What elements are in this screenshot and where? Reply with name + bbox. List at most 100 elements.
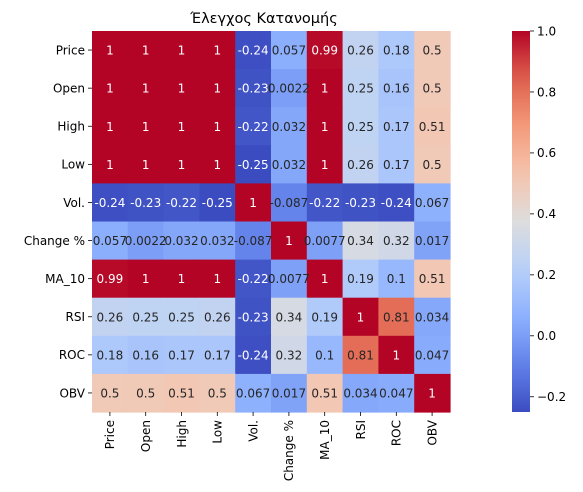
- cell-value-4-8: -0.24: [381, 196, 412, 210]
- cell-value-8-7: 0.81: [347, 348, 374, 362]
- heatmap-cell-6-8: [378, 259, 415, 299]
- heatmap-cell-4-5: [271, 183, 308, 223]
- cell-value-3-0: 1: [106, 158, 114, 172]
- heatmap-cell-3-1: [127, 145, 165, 184]
- heatmap-cell-0-1: [127, 31, 165, 70]
- cell-value-2-7: 0.25: [347, 120, 374, 134]
- cell-value-9-8: 0.047: [379, 386, 413, 400]
- cell-value-3-8: 0.17: [383, 158, 410, 172]
- cell-value-0-0: 1: [106, 44, 114, 58]
- cell-value-6-5: 0.0077: [268, 272, 310, 286]
- heatmap-cell-0-4: [235, 31, 272, 70]
- cell-value-9-7: 0.034: [343, 386, 377, 400]
- cell-value-6-7: 0.19: [347, 272, 374, 286]
- cell-value-7-6: 0.19: [311, 310, 338, 324]
- x-tick-label-5: Change %: [282, 420, 296, 481]
- cell-value-2-6: 1: [321, 120, 329, 134]
- heatmap-cell-4-0: [92, 183, 129, 223]
- cell-value-3-5: 0.032: [272, 158, 306, 172]
- heatmap-cell-3-7: [342, 145, 379, 184]
- cell-value-6-9: 0.51: [419, 272, 446, 286]
- cell-value-5-4: -0.087: [234, 234, 273, 248]
- y-tick-label-3: Low: [61, 158, 85, 172]
- x-tick-label-6: MA_10: [318, 420, 332, 460]
- heatmap-cell-1-6: [306, 69, 344, 108]
- heatmap-cell-0-6: [306, 31, 344, 70]
- y-tick-label-4: Vol.: [63, 196, 85, 210]
- cell-value-9-9: 1: [428, 386, 436, 400]
- cell-value-7-0: 0.26: [97, 310, 124, 324]
- heatmap-cell-9-2: [163, 373, 200, 413]
- cell-value-6-1: 1: [142, 272, 150, 286]
- heatmap-cell-8-6: [306, 335, 344, 375]
- heatmap-cell-6-7: [342, 259, 379, 299]
- cell-value-7-1: 0.25: [132, 310, 159, 324]
- heatmap-annotations: 1 1 1 1 -0.24 0.057 0.99 0.26 0.18 0.51 1 1 1 -0.23 0.…: [93, 44, 450, 401]
- cell-value-5-9: 0.017: [415, 234, 449, 248]
- x-tick-label-4: Vol.: [246, 420, 260, 442]
- heatmap-cell-8-4: [235, 335, 272, 375]
- heatmap-cell-0-0: [92, 31, 129, 70]
- cell-value-4-7: -0.23: [345, 196, 376, 210]
- cell-value-6-3: 1: [213, 272, 221, 286]
- cell-value-1-9: 0.5: [423, 82, 442, 96]
- x-tick-label-9: OBV: [425, 419, 439, 445]
- cell-value-9-2: 0.51: [168, 386, 195, 400]
- heatmap-cell-7-6: [306, 297, 344, 337]
- cell-value-8-8: 1: [392, 348, 400, 362]
- heatmap-cell-4-8: [378, 183, 415, 223]
- cell-value-7-9: 0.034: [415, 310, 449, 324]
- heatmap-cell-2-9: [414, 107, 451, 146]
- cell-value-7-2: 0.25: [168, 310, 195, 324]
- cell-value-1-3: 1: [213, 82, 221, 96]
- cell-value-1-2: 1: [178, 82, 186, 96]
- x-tick-label-2: High: [175, 420, 189, 448]
- heatmap-cell-2-6: [306, 107, 344, 146]
- cell-value-6-0: 0.99: [97, 272, 124, 286]
- cell-value-4-3: -0.25: [202, 196, 233, 210]
- cell-value-3-1: 1: [142, 158, 150, 172]
- cell-value-6-8: 0.1: [387, 272, 406, 286]
- heatmap-cell-1-4: [235, 69, 272, 108]
- heatmap-cell-8-5: [271, 335, 308, 375]
- y-tick-label-8: ROC: [59, 348, 85, 362]
- cell-value-9-3: 0.5: [208, 386, 227, 400]
- heatmap-cell-7-5: [271, 297, 308, 337]
- cell-value-4-5: -0.087: [270, 196, 309, 210]
- colorbar: −0.2 0.0 0.2 0.4 0.6 0.8 1.0: [512, 24, 566, 412]
- heatmap-cell-6-3: [199, 259, 236, 299]
- heatmap-cell-7-2: [163, 297, 200, 337]
- cell-value-3-3: 1: [213, 158, 221, 172]
- x-tick-label-3: Low: [211, 420, 225, 444]
- x-tick-label-1: Open: [139, 420, 153, 452]
- cell-value-2-2: 1: [178, 120, 186, 134]
- y-tick-label-2: High: [57, 120, 85, 134]
- cell-value-2-5: 0.032: [272, 120, 306, 134]
- heatmap-cell-4-9: [414, 183, 451, 223]
- heatmap-cell-2-1: [127, 107, 165, 146]
- heatmap-cell-5-7: [342, 221, 379, 261]
- cell-value-9-1: 0.5: [136, 386, 155, 400]
- y-tick-label-1: Open: [53, 81, 85, 95]
- chart-title: Έλεγχος Κατανομής: [189, 11, 337, 27]
- heatmap-cell-5-3: [199, 221, 236, 261]
- heatmap-cell-4-7: [342, 183, 379, 223]
- cell-value-1-7: 0.25: [347, 82, 374, 96]
- x-tick-label-7: RSI: [354, 420, 368, 440]
- heatmap-cell-9-9: [414, 373, 451, 413]
- cell-value-0-1: 1: [142, 44, 150, 58]
- cell-value-0-6: 0.99: [311, 44, 338, 58]
- heatmap-cell-4-2: [163, 183, 200, 223]
- heatmap-cell-7-9: [414, 297, 451, 337]
- colorbar-tick-label-6: 1.0: [537, 24, 556, 38]
- y-tick-label-6: MA_10: [45, 272, 85, 286]
- cell-value-1-5: 0.0022: [268, 82, 310, 96]
- heatmap-cell-0-2: [163, 31, 200, 70]
- heatmap-cell-7-1: [127, 297, 165, 337]
- heatmap-cell-8-2: [163, 335, 200, 375]
- cell-value-7-3: 0.26: [204, 310, 231, 324]
- cell-value-8-1: 0.16: [132, 348, 159, 362]
- y-tick-label-5: Change %: [24, 234, 85, 248]
- cell-value-8-0: 0.18: [97, 348, 124, 362]
